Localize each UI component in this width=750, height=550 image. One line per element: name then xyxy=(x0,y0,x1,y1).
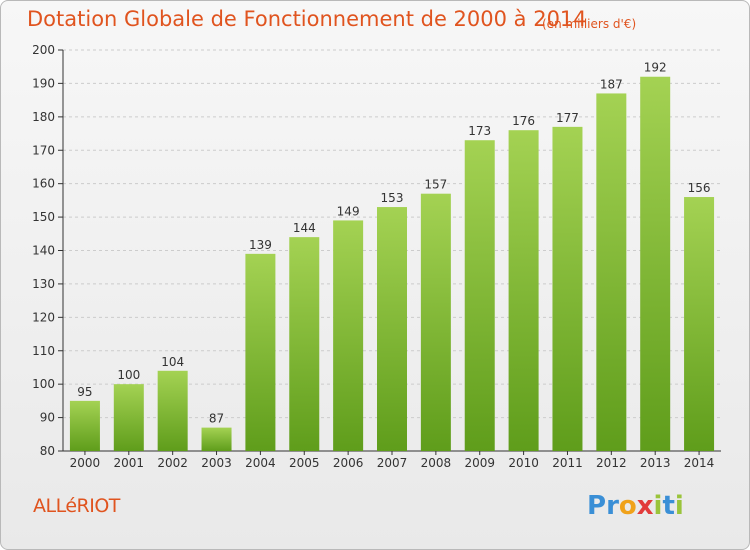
logo-letter: i xyxy=(653,491,663,521)
bar xyxy=(201,427,232,451)
value-label: 157 xyxy=(424,178,447,192)
x-tick-label: 2013 xyxy=(640,456,671,470)
y-tick-label: 120 xyxy=(32,310,55,324)
x-tick-label: 2011 xyxy=(552,456,583,470)
x-tick-label: 2006 xyxy=(333,456,364,470)
value-label: 139 xyxy=(249,238,272,252)
bar xyxy=(552,126,583,451)
bar xyxy=(596,93,627,452)
bar xyxy=(420,193,451,452)
x-tick-label: 2007 xyxy=(377,456,408,470)
x-tick-label: 2008 xyxy=(421,456,452,470)
labels: 80 90 100 110 120 130 140 150 160 170 180 190 200 200… xyxy=(32,43,714,470)
chart-title: Dotation Globale de Fonctionnement de 20… xyxy=(27,7,587,31)
bar xyxy=(508,130,539,451)
proxiti-logo: Proxiti xyxy=(587,491,684,521)
bar xyxy=(333,220,364,451)
x-tick-label: 2002 xyxy=(157,456,188,470)
bar xyxy=(377,207,407,451)
y-tick-label: 160 xyxy=(32,177,55,191)
logo-letter: x xyxy=(636,491,654,521)
y-tick-label: 110 xyxy=(32,344,55,358)
commune-name: ALLéRIOT xyxy=(33,495,120,517)
bar xyxy=(684,197,715,451)
x-tick-label: 2000 xyxy=(70,456,101,470)
x-tick-label: 2003 xyxy=(201,456,232,470)
bar xyxy=(157,370,188,451)
y-tick-label: 140 xyxy=(32,244,55,258)
logo-letter: o xyxy=(618,491,637,521)
value-label: 187 xyxy=(600,77,623,91)
bar xyxy=(640,76,671,451)
logo-letter: i xyxy=(674,491,684,521)
y-tick-label: 150 xyxy=(32,210,55,224)
chart-unit: (en milliers d'€) xyxy=(542,17,637,31)
y-tick-label: 190 xyxy=(32,76,55,90)
y-tick-label: 170 xyxy=(32,143,55,157)
logo-letter: t xyxy=(662,491,675,521)
logo-letter: P xyxy=(587,491,607,521)
x-tick-label: 2004 xyxy=(245,456,276,470)
x-tick-label: 2001 xyxy=(114,456,145,470)
value-label: 153 xyxy=(381,191,404,205)
value-label: 144 xyxy=(293,221,316,235)
y-tick-label: 200 xyxy=(32,43,55,57)
bar xyxy=(464,140,495,451)
bar xyxy=(69,400,100,451)
x-tick-label: 2005 xyxy=(289,456,320,470)
y-tick-label: 90 xyxy=(40,411,55,425)
value-label: 104 xyxy=(161,355,184,369)
logo-letter: r xyxy=(606,491,619,521)
y-tick-label: 130 xyxy=(32,277,55,291)
value-label: 192 xyxy=(644,61,667,75)
x-tick-label: 2010 xyxy=(508,456,539,470)
value-label: 156 xyxy=(688,181,711,195)
x-tick-label: 2014 xyxy=(684,456,715,470)
value-label: 173 xyxy=(468,124,491,138)
bar xyxy=(113,384,144,451)
y-tick-label: 180 xyxy=(32,110,55,124)
value-label: 87 xyxy=(209,412,224,426)
bar xyxy=(289,237,320,451)
bars xyxy=(69,76,715,452)
value-label: 177 xyxy=(556,111,579,125)
bar xyxy=(245,253,276,451)
x-tick-label: 2009 xyxy=(464,456,495,470)
value-label: 100 xyxy=(117,368,140,382)
y-tick-label: 100 xyxy=(32,377,55,391)
value-label: 176 xyxy=(512,114,535,128)
y-tick-label: 80 xyxy=(40,444,55,458)
value-label: 149 xyxy=(337,204,360,218)
x-tick-label: 2012 xyxy=(596,456,627,470)
value-label: 95 xyxy=(77,385,92,399)
